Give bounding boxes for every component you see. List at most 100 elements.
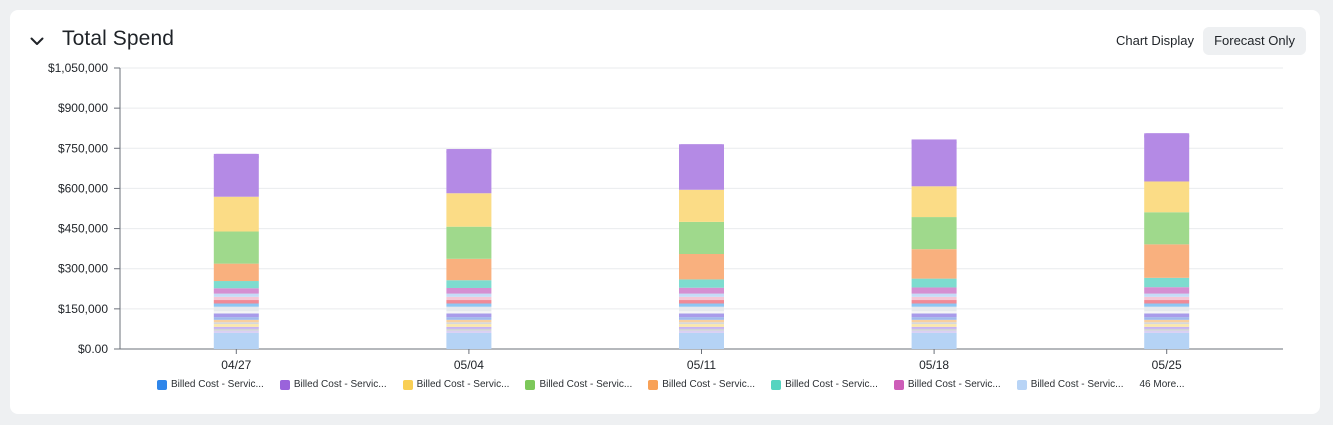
legend-swatch [525, 379, 536, 390]
forecast-only-button[interactable]: Forecast Only [1203, 27, 1306, 55]
legend-swatch [648, 379, 659, 390]
bar-segment [911, 332, 957, 349]
bar-segment [679, 319, 724, 323]
legend-label: Billed Cost - Servic... [539, 379, 633, 390]
legend-item[interactable]: Billed Cost - Servic... [771, 379, 878, 390]
bar-segment [213, 319, 259, 323]
bar-segment [213, 313, 259, 318]
legend-swatch [279, 379, 290, 390]
legend-label: Billed Cost - Servic... [293, 379, 387, 390]
bar-segment [911, 319, 957, 323]
bar-segment [911, 300, 957, 304]
bar-segment [446, 313, 492, 318]
bar-segment [1144, 330, 1190, 333]
bar-stack [679, 144, 724, 349]
legend-item[interactable]: Billed Cost - Servic... [279, 379, 387, 390]
legend-swatch [402, 379, 413, 390]
y-tick-label: $300,000 [58, 262, 108, 276]
y-tick-label: $450,000 [58, 222, 108, 236]
bar-segment [1144, 328, 1190, 331]
bar-segment [446, 193, 492, 227]
page-title: Total Spend [62, 27, 175, 50]
bar-segment [1144, 311, 1190, 314]
bar-segment [213, 303, 259, 307]
x-tick-label: 05/18 [919, 358, 949, 370]
legend-label: Billed Cost - Servic... [785, 379, 878, 390]
bar-segment [1144, 287, 1190, 294]
bar-segment [213, 231, 259, 264]
bar-segment [213, 288, 259, 294]
bar-segment [679, 279, 724, 288]
stacked-bar-chart: $0.00 $150,000 $300,000 $450,000 $600,000 $75… [48, 61, 1283, 372]
bar-stack [1144, 133, 1190, 349]
bar-segment [446, 330, 492, 333]
legend-label: Billed Cost - Servic... [907, 379, 1001, 390]
bar-segment [446, 293, 492, 297]
bar-segment [1144, 324, 1190, 327]
bar-top-cap [679, 144, 724, 151]
bar-segment [446, 300, 492, 304]
card-header: Total Spend Chart Display Forecast Only [10, 10, 1320, 70]
legend-item[interactable]: Billed Cost - Servic... [402, 379, 509, 390]
y-tick-label: $600,000 [58, 181, 108, 195]
bar-segment [679, 287, 724, 294]
bar-segment [1144, 133, 1190, 182]
bar-segment [213, 311, 259, 314]
bar-segment [679, 306, 724, 312]
bar-segment [213, 293, 259, 297]
bar-segment [911, 326, 957, 329]
x-tick-label: 05/25 [1152, 358, 1182, 370]
legend-label: Billed Cost - Servic... [171, 379, 264, 390]
legend-item[interactable]: Billed Cost - Servic... [157, 379, 264, 390]
bar-segment [911, 303, 957, 307]
bar-stack [213, 153, 259, 349]
legend-more-link[interactable]: 46 More... [1139, 379, 1185, 390]
bar-segment [911, 313, 957, 318]
bar-segment [446, 280, 492, 288]
bar-segment [911, 311, 957, 314]
bar-segment [1144, 296, 1190, 301]
bar-segment [679, 330, 724, 333]
bar-segment [911, 306, 957, 312]
y-tick-label: $900,000 [58, 101, 108, 115]
bar-segment [446, 226, 492, 259]
bar-segment [213, 263, 259, 282]
chevron-down-icon[interactable] [28, 32, 46, 50]
bar-segment [213, 317, 259, 320]
bar-segment [911, 328, 957, 331]
bar-segment [446, 326, 492, 329]
bar-segment [911, 249, 957, 279]
bar-segment [446, 149, 492, 194]
bar-segment [446, 311, 492, 314]
bar-segment [911, 322, 957, 325]
bar-segment [446, 322, 492, 325]
legend-item[interactable]: Billed Cost - Servic... [893, 379, 1001, 390]
bar-segment [1144, 326, 1190, 329]
legend-swatch [1016, 379, 1027, 390]
bar-segment [679, 313, 724, 318]
bar-segment [911, 139, 957, 187]
bar-segment [213, 153, 259, 197]
bar-segment [446, 287, 492, 294]
bar-segment [446, 332, 492, 349]
bar-segment [679, 322, 724, 325]
bar-segment [679, 324, 724, 327]
legend-item[interactable]: Billed Cost - Servic... [1016, 379, 1124, 390]
bar-segment [213, 328, 259, 331]
bar-top-cap [911, 139, 957, 146]
y-tick-label: $750,000 [58, 141, 108, 155]
y-tick-label: $0.00 [78, 342, 108, 356]
x-tick-label: 05/04 [454, 358, 484, 370]
bar-segment [679, 296, 724, 301]
bar-segment [213, 281, 259, 289]
y-tick-label: $150,000 [58, 302, 108, 316]
legend-item[interactable]: Billed Cost - Servic... [648, 379, 755, 390]
bar-segment [446, 296, 492, 301]
legend-label: Billed Cost - Servic... [1030, 379, 1124, 390]
legend-item[interactable]: Billed Cost - Servic... [525, 379, 632, 390]
bar-segment [679, 293, 724, 297]
bar-segment [911, 287, 957, 294]
bar-segment [1144, 212, 1190, 245]
bar-segment [1144, 332, 1190, 349]
bar-stack [446, 149, 492, 349]
